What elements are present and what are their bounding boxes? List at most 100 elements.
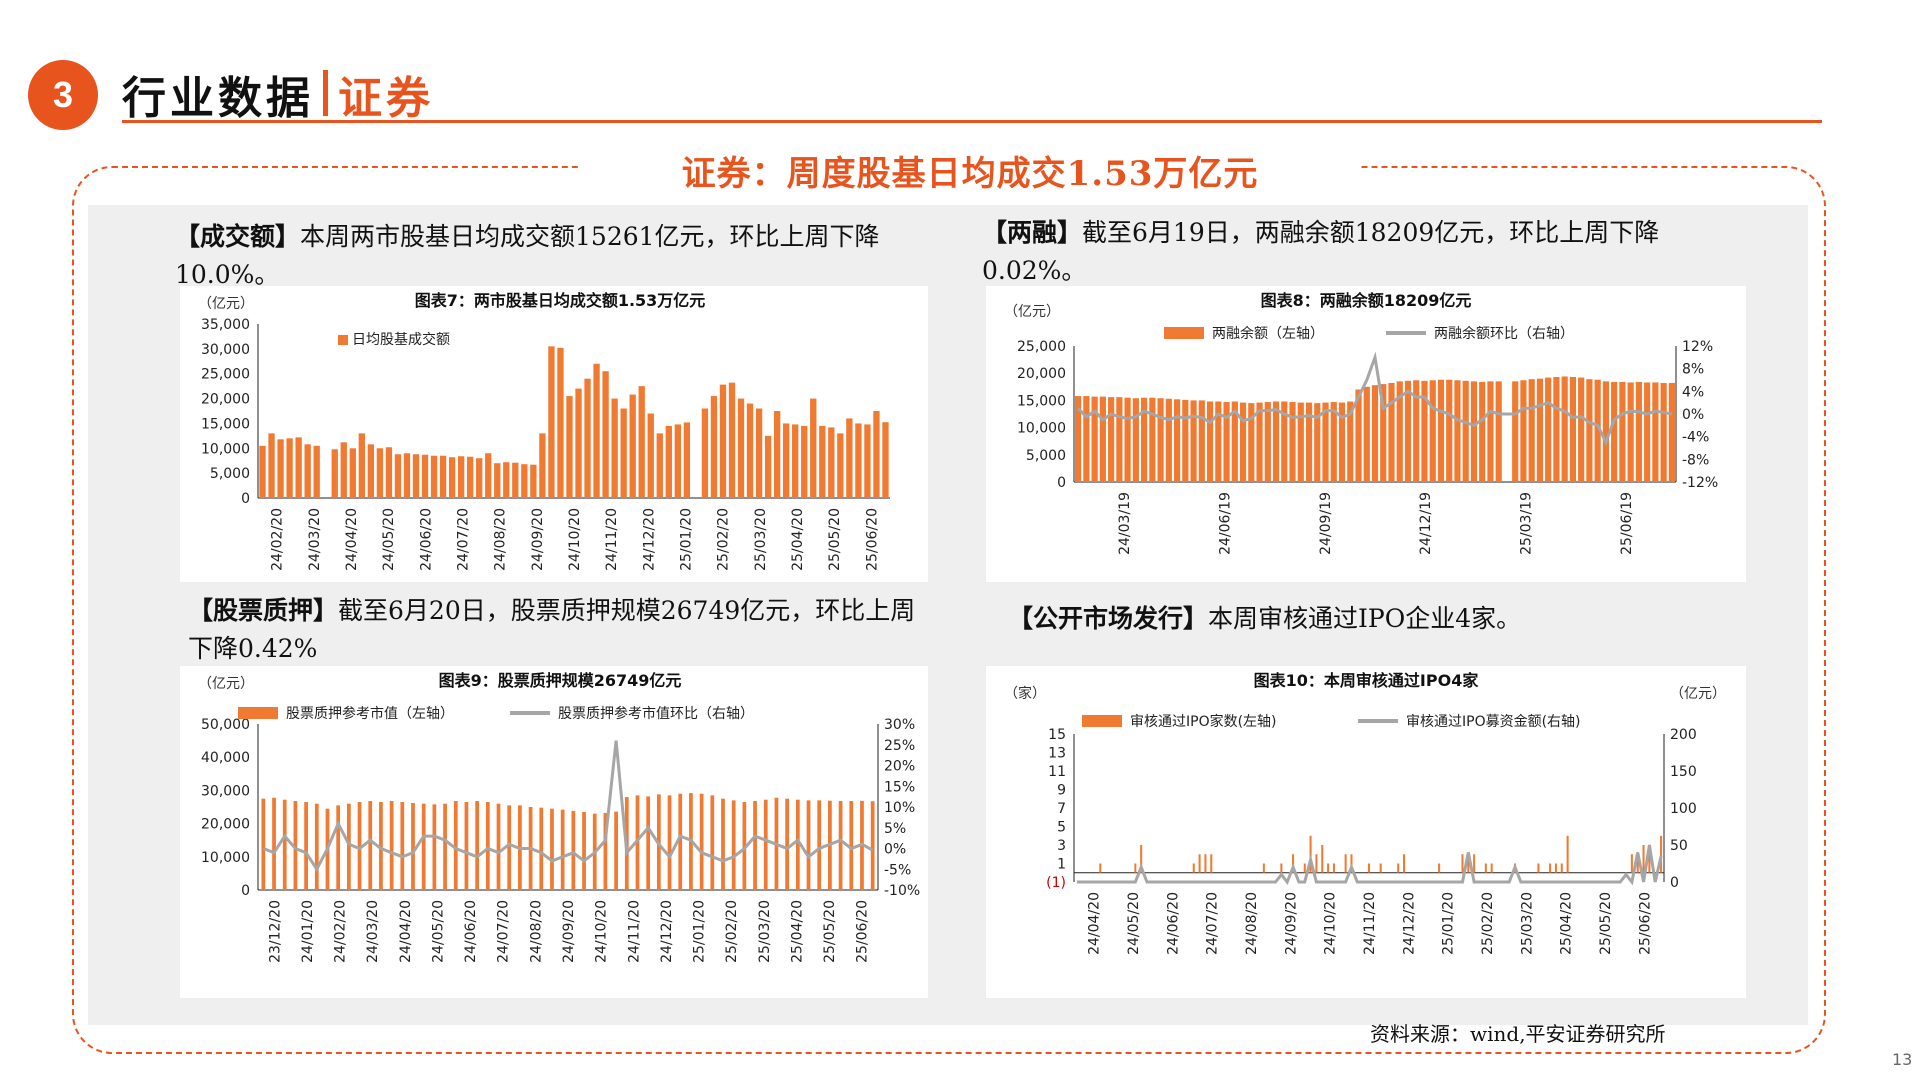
x-tick-label: 24/09/20 xyxy=(530,508,546,571)
bar xyxy=(400,802,405,890)
x-tick-label: 24/03/20 xyxy=(365,900,381,963)
frame-title-gap xyxy=(580,150,1360,190)
bar xyxy=(828,427,835,498)
chart-ipo: 图表10：本周审核通过IPO4家 （家） （亿元） 15 13 11 9 7 5 3 1 (1) 200… xyxy=(986,666,1746,998)
bar xyxy=(575,388,582,498)
bar xyxy=(699,793,704,890)
y-tick-label: 20,000 xyxy=(201,817,250,833)
bar xyxy=(1367,863,1371,873)
bar xyxy=(1528,379,1535,482)
bar xyxy=(678,793,683,890)
bar xyxy=(1083,396,1090,482)
bar xyxy=(763,799,768,890)
legend-swatch xyxy=(338,335,348,345)
bar xyxy=(1660,382,1667,482)
bar xyxy=(430,455,438,498)
x-tick-label: 24/05/20 xyxy=(381,508,397,571)
bar xyxy=(646,796,651,890)
x-tick-label: 25/02/20 xyxy=(1480,892,1496,955)
bar xyxy=(494,463,501,498)
bar xyxy=(1165,398,1172,482)
bar xyxy=(557,347,564,498)
source-note: 资料来源：wind,平安证券研究所 xyxy=(1370,1022,1666,1046)
bar xyxy=(721,798,725,890)
x-tick-label: 24/11/20 xyxy=(626,900,642,963)
y-tick-label: 30,000 xyxy=(201,342,250,358)
y-tick-label: 5,000 xyxy=(210,466,250,482)
bar xyxy=(1264,402,1271,482)
bar xyxy=(647,413,654,498)
chart-title: 图表10：本周审核通过IPO4家 xyxy=(1254,671,1480,690)
y-right-tick-label: 100 xyxy=(1670,801,1697,817)
bar xyxy=(1578,377,1585,482)
bar xyxy=(1636,854,1639,873)
paragraph-margin: 【两融】截至6月19日，两融余额18209亿元，环比上周下降0.02%。 xyxy=(982,214,1742,290)
paragraph-ipo: 【公开市场发行】本周审核通过IPO企业4家。 xyxy=(1008,600,1768,638)
bar xyxy=(1206,401,1214,482)
x-tick-label: 24/02/20 xyxy=(333,900,349,963)
legend-swatch-bar xyxy=(238,707,278,719)
bar xyxy=(349,448,356,498)
bar xyxy=(1091,396,1098,482)
unit-label: （亿元） xyxy=(1004,304,1060,320)
bar xyxy=(411,803,415,890)
bar xyxy=(837,433,844,498)
x-tick-label: 24/12/20 xyxy=(641,508,657,571)
para-label: 【成交额】 xyxy=(175,222,301,251)
bar xyxy=(358,433,365,498)
bar xyxy=(1536,378,1544,482)
y-right-tick-label: -12% xyxy=(1682,475,1718,491)
header-rule xyxy=(122,120,1822,123)
x-tick-label: 25/04/20 xyxy=(789,900,805,963)
bar xyxy=(1289,402,1296,482)
y-right-tick-label: 25% xyxy=(884,738,915,754)
bar xyxy=(674,424,681,498)
bar xyxy=(584,378,591,498)
bar xyxy=(635,795,640,890)
bar xyxy=(259,445,266,498)
x-tick-label: 24/06/20 xyxy=(1165,892,1181,955)
bar xyxy=(801,425,808,498)
bar xyxy=(783,423,790,498)
legend-label: 审核通过IPO家数(左轴) xyxy=(1130,713,1277,730)
bar xyxy=(1256,402,1263,482)
bar xyxy=(485,453,492,498)
bar xyxy=(379,802,383,890)
bar xyxy=(1262,863,1265,873)
bar xyxy=(1347,401,1354,482)
x-tick-label: 23/12/20 xyxy=(267,900,283,963)
bar xyxy=(1537,863,1540,873)
y-tick-label: 15 xyxy=(1048,727,1066,743)
y-right-tick-label: 12% xyxy=(1682,339,1713,355)
series-line xyxy=(1076,844,1663,886)
para-label: 【股票质押】 xyxy=(188,596,339,625)
bar xyxy=(1467,854,1470,873)
legend-label: 两融余额环比（右轴） xyxy=(1434,325,1574,342)
bar xyxy=(385,447,393,498)
y-tick-label: 10,000 xyxy=(201,441,250,457)
bar xyxy=(475,801,480,890)
y-tick-label: 40,000 xyxy=(201,750,250,766)
bar xyxy=(1239,402,1247,482)
bar xyxy=(550,808,554,890)
bar xyxy=(443,803,447,890)
bar xyxy=(340,442,347,498)
y-tick-label: 5 xyxy=(1057,820,1066,836)
x-tick-label: 24/08/20 xyxy=(528,900,544,963)
bar xyxy=(512,462,519,498)
bar xyxy=(719,384,727,498)
y-right-tick-label: 0 xyxy=(1670,875,1679,891)
para-text: 本周两市股基日均成交额15261亿元，环比上周下降10.0%。 xyxy=(175,222,880,289)
unit-label: （亿元） xyxy=(198,296,254,312)
y-tick-label: 7 xyxy=(1057,801,1066,817)
y-right-tick-label: -10% xyxy=(884,883,920,899)
bar xyxy=(282,799,287,890)
y-right-tick-label: 4% xyxy=(1682,384,1704,400)
bar xyxy=(731,800,736,890)
y-tick-label: 0 xyxy=(1057,475,1066,491)
bar xyxy=(1210,854,1213,873)
y-tick-label: 1 xyxy=(1057,857,1066,873)
y-right-tick-label: 5% xyxy=(884,821,906,837)
bar xyxy=(286,438,293,498)
bar xyxy=(412,454,420,498)
